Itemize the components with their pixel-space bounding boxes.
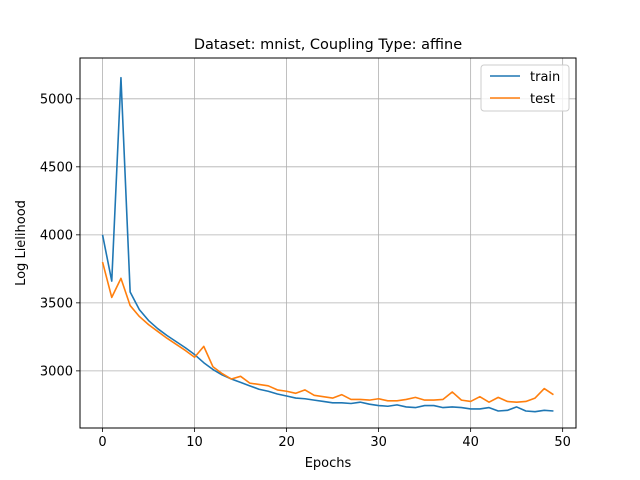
series-line-train [101, 76, 554, 413]
legend-label-train: train [530, 70, 560, 85]
y-tick-label: 5000 [40, 92, 73, 107]
legend: train test [480, 64, 570, 112]
series-lines [101, 76, 554, 413]
x-axis-label: Epochs [305, 456, 352, 471]
x-tick-label: 40 [462, 435, 479, 450]
y-tick-label: 4000 [40, 228, 73, 243]
y-tick-label: 3000 [40, 364, 73, 379]
series-line-test [101, 261, 554, 403]
y-tick-label: 3500 [40, 296, 73, 311]
x-tick-label: 0 [98, 435, 106, 450]
y-tick-label: 4500 [40, 160, 73, 175]
x-tick-label: 50 [554, 435, 571, 450]
axis-ticks: 0 10 20 30 40 50 3000 3500 4000 4500 5000 [40, 92, 571, 450]
legend-label-test: test [530, 92, 555, 107]
x-tick-label: 10 [186, 435, 203, 450]
chart-title: Dataset: mnist, Coupling Type: affine [194, 37, 462, 53]
x-tick-label: 30 [370, 435, 387, 450]
x-tick-label: 20 [278, 435, 295, 450]
y-axis-label: Log Lielihood [14, 200, 29, 286]
plot-frame [79, 57, 577, 429]
